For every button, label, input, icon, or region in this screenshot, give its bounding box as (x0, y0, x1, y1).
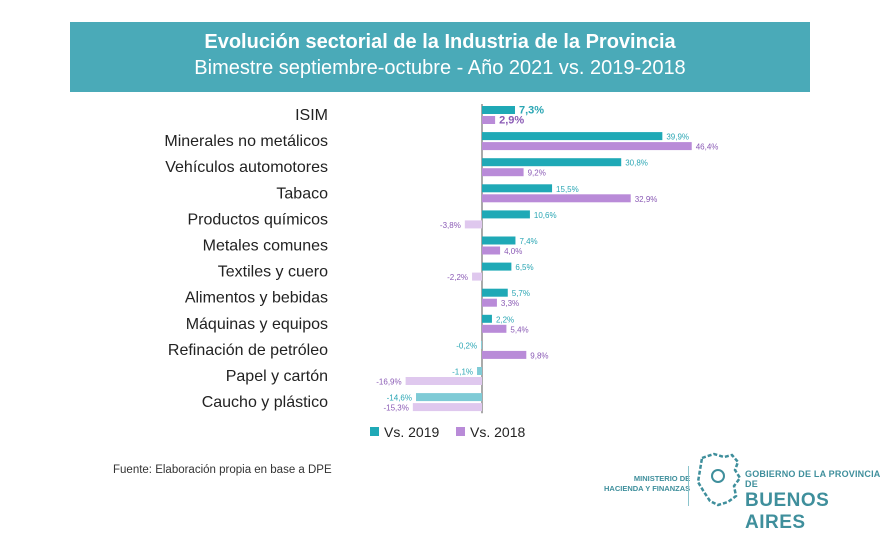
chart-subtitle: Bimestre septiembre-octubre - Año 2021 v… (194, 57, 686, 79)
bar-vs-2019 (481, 340, 482, 349)
category-label: Vehículos automotores (165, 159, 328, 176)
category-label: Caucho y plástico (202, 394, 328, 411)
data-label: -3,8% (440, 221, 461, 230)
province-map-icon (696, 452, 742, 507)
category-label: Metales comunes (203, 238, 328, 255)
data-label: -15,3% (383, 404, 408, 413)
data-label: 32,9% (635, 195, 658, 204)
bar-vs-2019 (482, 158, 622, 167)
data-label: 9,2% (528, 169, 546, 178)
data-label: 7,3% (519, 105, 544, 117)
bar-vs-2018 (482, 168, 524, 177)
bar-vs-2019 (416, 393, 482, 402)
bar-vs-2019 (477, 367, 482, 375)
bar-vs-2019 (482, 210, 530, 219)
bar-vs-2019 (482, 236, 516, 245)
gov-line-2: BUENOS AIRES (745, 490, 830, 533)
data-label: -14,6% (387, 394, 412, 403)
category-label: ISIM (295, 107, 328, 124)
data-label: -1,1% (452, 368, 473, 377)
bar-vs-2019 (482, 262, 512, 271)
bar-vs-2019 (482, 106, 515, 114)
data-label: 5,4% (510, 325, 528, 334)
data-label: 4,0% (504, 247, 522, 256)
bar-vs-2018 (482, 298, 497, 307)
data-label: 46,4% (696, 143, 719, 152)
legend-label: Vs. 2018 (470, 424, 525, 440)
category-label: Productos químicos (187, 211, 328, 228)
logo-divider (688, 466, 689, 506)
data-label: 9,8% (530, 351, 548, 360)
data-label: -0,2% (456, 341, 477, 350)
data-label: 15,5% (556, 185, 579, 194)
government-logo-text: GOBIERNO DE LA PROVINCIA DE BUENOS AIRES (745, 469, 887, 534)
ministry-line-2: HACIENDA Y FINANZAS (604, 484, 691, 493)
category-label: Tabaco (276, 185, 328, 202)
legend-label: Vs. 2019 (384, 424, 439, 440)
bar-vs-2018 (482, 116, 496, 124)
category-label: Minerales no metálicos (164, 133, 328, 150)
data-label: 30,8% (625, 159, 648, 168)
gov-line-1: GOBIERNO DE LA PROVINCIA DE (745, 469, 881, 489)
data-label: -2,2% (447, 273, 468, 282)
bar-vs-2018 (482, 324, 507, 333)
data-label: 39,9% (666, 133, 689, 142)
title-banner: Evolución sectorial de la Industria de l… (70, 22, 810, 92)
bar-vs-2019 (482, 184, 553, 193)
bar-vs-2019 (482, 132, 663, 141)
bar-vs-2018 (482, 194, 631, 203)
bar-chart: ISIM 7,3%2,9% Minerales no metálicos 39,9% 4… (164, 104, 719, 440)
bar-vs-2018 (405, 377, 482, 385)
bar-vs-2019 (482, 314, 492, 323)
data-label: 3,3% (501, 299, 519, 308)
bar-vs-2018 (412, 403, 482, 412)
bar-vs-2019 (482, 288, 508, 297)
category-label: Alimentos y bebidas (185, 290, 328, 307)
data-label: 5,7% (512, 289, 530, 298)
bar-vs-2018 (464, 220, 482, 229)
data-label: 7,4% (519, 237, 537, 246)
source-note: Fuente: Elaboración propia en base a DPE (113, 464, 332, 476)
category-label: Máquinas y equipos (186, 316, 328, 333)
data-label: -16,9% (376, 378, 401, 387)
ministry-line-1: MINISTERIO DE (633, 474, 691, 483)
data-label: 2,9% (499, 115, 524, 127)
bar-vs-2018 (482, 142, 692, 151)
data-label: 10,6% (534, 211, 557, 220)
data-label: 6,5% (515, 263, 533, 272)
chart-title: Evolución sectorial de la Industria de l… (204, 31, 676, 53)
bar-vs-2018 (482, 350, 527, 359)
bar-vs-2018 (472, 272, 482, 281)
category-label: Refinación de petróleo (168, 342, 328, 359)
ministry-logo-text: MINISTERIO DE HACIENDA Y FINANZAS (604, 474, 690, 494)
data-label: 2,2% (496, 315, 514, 324)
category-label: Textiles y cuero (218, 264, 328, 281)
legend-swatch (456, 427, 465, 436)
category-label: Papel y cartón (226, 368, 328, 385)
bar-vs-2018 (482, 246, 501, 255)
legend-swatch (370, 427, 379, 436)
